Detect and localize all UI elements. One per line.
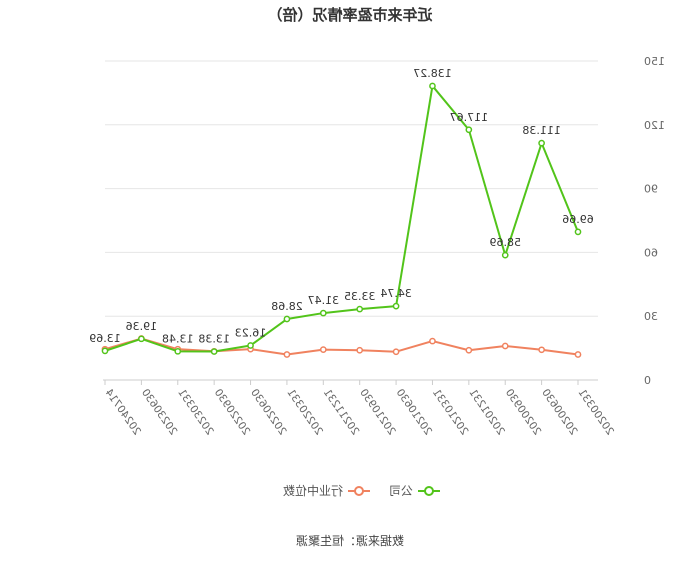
company-point — [174, 347, 182, 355]
data-label: 13.69 — [89, 332, 121, 345]
legend-label: 公司 — [389, 484, 413, 498]
company-point — [574, 228, 582, 236]
data-label: 16.23 — [235, 326, 267, 339]
grid-lines — [105, 60, 598, 317]
x-tick-label: 20230630 — [139, 387, 179, 438]
data-source: 数据来源：恒生聚源 — [296, 533, 404, 548]
company-point — [356, 305, 364, 313]
industry-median-point — [465, 346, 473, 354]
x-tick-label: 20220331 — [284, 387, 324, 438]
data-label: 13.38 — [198, 333, 230, 346]
industry-median-point — [319, 346, 327, 353]
x-tick-label: 20210331 — [430, 387, 470, 438]
legend-item-industry-median: 行业中位数 — [283, 483, 370, 498]
data-label: 33.35 — [344, 290, 376, 303]
data-label: 69.66 — [562, 213, 594, 226]
company-point — [465, 126, 473, 134]
company-point — [429, 82, 436, 90]
industry-median-point — [538, 346, 545, 354]
industry-median-line — [104, 337, 579, 356]
x-tick-label: 20240714 — [102, 387, 143, 438]
x-tick-label: 20211231 — [321, 387, 361, 438]
industry-median-point — [429, 337, 436, 345]
company-point — [138, 335, 145, 343]
axes: 0306090120150202003312020063020200930202… — [102, 55, 665, 438]
x-tick-label: 20210930 — [357, 387, 397, 438]
chart-title: 近年来市盈率情况（倍） — [267, 6, 432, 24]
legend-label: 行业中位数 — [283, 483, 343, 498]
data-label: 138.27 — [413, 67, 452, 80]
data-label: 31.47 — [308, 294, 340, 307]
x-tick-label: 20230331 — [175, 387, 215, 438]
y-tick-label: 120 — [644, 119, 665, 132]
data-label: 34.74 — [380, 287, 412, 300]
company-point — [501, 251, 509, 259]
company-line — [104, 84, 579, 353]
company-point — [319, 309, 327, 317]
x-tick-label: 20201231 — [466, 387, 506, 438]
industry-median-point — [356, 346, 364, 354]
company-point — [101, 347, 109, 355]
x-tick-label: 20220630 — [248, 387, 288, 438]
legend: 公司 行业中位数 — [283, 483, 440, 498]
x-tick-label: 20210630 — [394, 387, 434, 438]
data-label: 19.36 — [126, 320, 158, 333]
company-point — [210, 348, 218, 355]
industry-median-point — [574, 351, 582, 358]
y-tick-label: 150 — [644, 55, 665, 68]
x-tick-label: 20200930 — [503, 387, 543, 438]
y-tick-label: 30 — [644, 310, 658, 323]
x-tick-label: 20200630 — [539, 387, 579, 438]
data-label: 111.38 — [522, 124, 561, 137]
data-label: 58.69 — [489, 236, 521, 249]
y-tick-label: 60 — [644, 246, 658, 259]
industry-median-point — [283, 351, 291, 358]
x-tick-label: 20200331 — [576, 387, 616, 438]
legend-marker-icon — [424, 486, 434, 496]
data-label: 13.48 — [162, 332, 194, 345]
y-tick-label: 90 — [644, 183, 658, 196]
company-point — [247, 342, 254, 349]
series-lines — [101, 82, 582, 358]
company-point — [538, 139, 545, 147]
data-label: 117.67 — [450, 111, 489, 124]
industry-median-point — [392, 348, 400, 356]
x-tick-label: 20220930 — [212, 387, 252, 438]
company-point — [283, 315, 291, 323]
legend-item-company: 公司 — [389, 484, 440, 498]
industry-median-point — [501, 342, 509, 350]
y-tick-label: 0 — [644, 374, 651, 387]
data-labels: 69.66 111.38 58.69 117.67 138.27 34.74 33.35 31… — [89, 67, 594, 346]
company-point — [392, 302, 400, 310]
data-label: 28.68 — [271, 300, 303, 313]
legend-marker-icon — [354, 486, 364, 496]
